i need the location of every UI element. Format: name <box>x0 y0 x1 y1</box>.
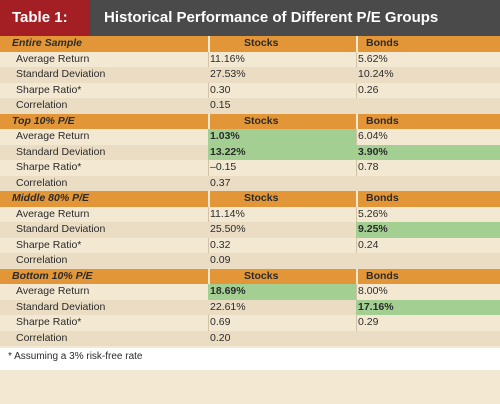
metric-label: Correlation <box>16 176 68 189</box>
bonds-value: 5.26% <box>358 207 388 220</box>
performance-table: Entire Sample Stocks Bonds Average Return 11… <box>0 36 500 346</box>
stocks-value: 0.30 <box>210 83 231 96</box>
stocks-column-header: Stocks <box>244 269 279 282</box>
stocks-value: 0.15 <box>210 99 231 111</box>
stocks-value: –0.15 <box>210 161 237 173</box>
section-name: Top 10% P/E <box>12 114 75 127</box>
bonds-column-header: Bonds <box>366 114 399 127</box>
stocks-value: 0.09 <box>210 254 231 266</box>
metric-label: Average Return <box>16 130 90 142</box>
table-row: Average Return 18.69% 8.00% <box>0 284 500 300</box>
stocks-value: 18.69% <box>208 284 356 300</box>
metric-label: Average Return <box>16 285 90 297</box>
table-row: Sharpe Ratio* 0.32 0.24 <box>0 238 500 254</box>
stocks-value: 11.14% <box>210 207 245 220</box>
metric-label: Correlation <box>16 99 68 111</box>
table-row: Correlation 0.15 <box>0 98 500 114</box>
stocks-value: 22.61% <box>210 300 246 313</box>
metric-label: Correlation <box>16 331 68 344</box>
table-number-label: Table 1: <box>0 0 90 36</box>
metric-label: Sharpe Ratio* <box>16 238 82 251</box>
section-name: Bottom 10% P/E <box>12 269 93 282</box>
bonds-column-header: Bonds <box>366 269 399 282</box>
table-row: Correlation 0.09 <box>0 253 500 269</box>
bonds-value: 5.62% <box>358 52 388 65</box>
stocks-value: 13.22% <box>208 144 356 160</box>
bonds-value <box>356 98 500 114</box>
stocks-value: 0.37 <box>210 176 231 189</box>
metric-label: Average Return <box>16 52 90 65</box>
table-row: Correlation 0.20 <box>0 330 500 347</box>
table-row: Standard Deviation 25.50% 9.25% <box>0 222 500 238</box>
section-header-row: Bottom 10% P/E Stocks Bonds <box>0 268 500 284</box>
stocks-value: 0.32 <box>210 238 231 251</box>
bonds-value: 0.24 <box>358 238 379 251</box>
metric-label: Sharpe Ratio* <box>16 83 82 96</box>
table-row: Sharpe Ratio* –0.15 0.78 <box>0 160 500 176</box>
bonds-column-header: Bonds <box>366 37 399 49</box>
stocks-value: 1.03% <box>208 129 356 145</box>
stocks-value: 0.69 <box>210 316 231 328</box>
table-row: Average Return 11.16% 5.62% <box>0 52 500 68</box>
stocks-value: 11.16% <box>210 52 245 65</box>
bonds-value <box>356 331 500 347</box>
metric-label: Standard Deviation <box>16 68 106 80</box>
stocks-column-header: Stocks <box>244 192 279 204</box>
stocks-value: 25.50% <box>210 223 246 235</box>
bonds-value: 0.29 <box>358 316 379 328</box>
bonds-value: 0.78 <box>358 161 379 173</box>
bonds-value: 6.04% <box>358 130 388 142</box>
bonds-value: 0.26 <box>358 83 379 96</box>
section-name: Middle 80% P/E <box>12 192 90 204</box>
table-row: Sharpe Ratio* 0.69 0.29 <box>0 315 500 331</box>
stocks-column-header: Stocks <box>244 37 279 49</box>
section-header-row: Top 10% P/E Stocks Bonds <box>0 113 500 129</box>
bonds-value: 10.24% <box>358 68 394 80</box>
bonds-value <box>356 253 500 269</box>
section-header-row: Entire Sample Stocks Bonds <box>0 36 500 52</box>
metric-label: Sharpe Ratio* <box>16 161 82 173</box>
metric-label: Standard Deviation <box>16 223 106 235</box>
table-header: Table 1: Historical Performance of Diffe… <box>0 0 500 36</box>
bonds-value: 8.00% <box>358 285 388 297</box>
metric-label: Standard Deviation <box>16 145 106 158</box>
table-row: Standard Deviation 22.61% 17.16% <box>0 299 500 315</box>
stocks-value: 27.53% <box>210 68 246 80</box>
table-row: Standard Deviation 27.53% 10.24% <box>0 67 500 83</box>
footnote: * Assuming a 3% risk-free rate <box>0 348 500 370</box>
table-row: Standard Deviation 13.22% 3.90% <box>0 144 500 160</box>
bonds-column-header: Bonds <box>366 192 399 204</box>
metric-label: Average Return <box>16 207 90 220</box>
table-row: Correlation 0.37 <box>0 175 500 192</box>
metric-label: Sharpe Ratio* <box>16 316 82 328</box>
bonds-value: 3.90% <box>356 144 500 160</box>
stocks-value: 0.20 <box>210 331 231 344</box>
table-row: Sharpe Ratio* 0.30 0.26 <box>0 83 500 99</box>
bonds-value: 17.16% <box>356 299 500 315</box>
table-title: Historical Performance of Different P/E … <box>90 0 500 36</box>
metric-label: Correlation <box>16 254 68 266</box>
section-header-row: Middle 80% P/E Stocks Bonds <box>0 191 500 207</box>
bonds-value: 9.25% <box>356 222 500 238</box>
bonds-value <box>356 176 500 192</box>
table-row: Average Return 11.14% 5.26% <box>0 207 500 223</box>
metric-label: Standard Deviation <box>16 300 106 313</box>
table-row: Average Return 1.03% 6.04% <box>0 129 500 145</box>
section-name: Entire Sample <box>12 37 83 49</box>
stocks-column-header: Stocks <box>244 114 279 127</box>
